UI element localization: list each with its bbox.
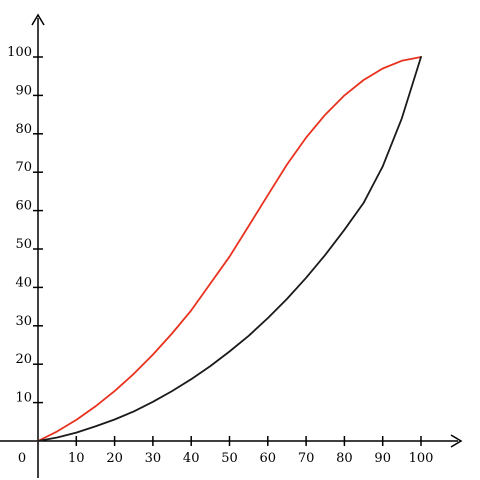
x-tick-label-60: 60 xyxy=(260,451,277,466)
y-tick-label-70: 70 xyxy=(15,160,32,175)
x-tick-label-20: 20 xyxy=(106,451,123,466)
y-tick-label-60: 60 xyxy=(15,199,32,214)
x-tick-label-100: 100 xyxy=(409,451,434,466)
x-tick-group: 10 20 30 40 50 60 70 80 90 100 xyxy=(68,436,433,466)
x-tick-label-90: 90 xyxy=(374,451,391,466)
y-tick-label-30: 30 xyxy=(15,314,32,329)
series-line-black xyxy=(37,56,422,442)
x-tick-label-10: 10 xyxy=(68,451,85,466)
y-tick-label-40: 40 xyxy=(15,275,32,290)
x-axis-arrow xyxy=(450,434,463,448)
y-tick-label-100: 100 xyxy=(7,45,32,60)
x-tick-label-40: 40 xyxy=(183,451,200,466)
x-tick-label-30: 30 xyxy=(145,451,162,466)
series-line-red xyxy=(37,56,422,442)
y-tick-group: 10 20 30 40 50 60 70 80 90 100 xyxy=(7,45,43,406)
x-tick-label-80: 80 xyxy=(336,451,353,466)
x-tick-label-70: 70 xyxy=(298,451,315,466)
x-tick-label-50: 50 xyxy=(221,451,238,466)
y-tick-label-80: 80 xyxy=(15,122,32,137)
y-tick-label-50: 50 xyxy=(15,237,32,252)
series-group xyxy=(37,56,422,442)
y-tick-label-90: 90 xyxy=(15,83,32,98)
y-tick-label-10: 10 xyxy=(15,391,32,406)
origin-label: 0 xyxy=(18,451,26,466)
axes xyxy=(0,13,463,478)
y-axis-arrow xyxy=(31,13,45,26)
y-tick-label-20: 20 xyxy=(15,352,32,367)
